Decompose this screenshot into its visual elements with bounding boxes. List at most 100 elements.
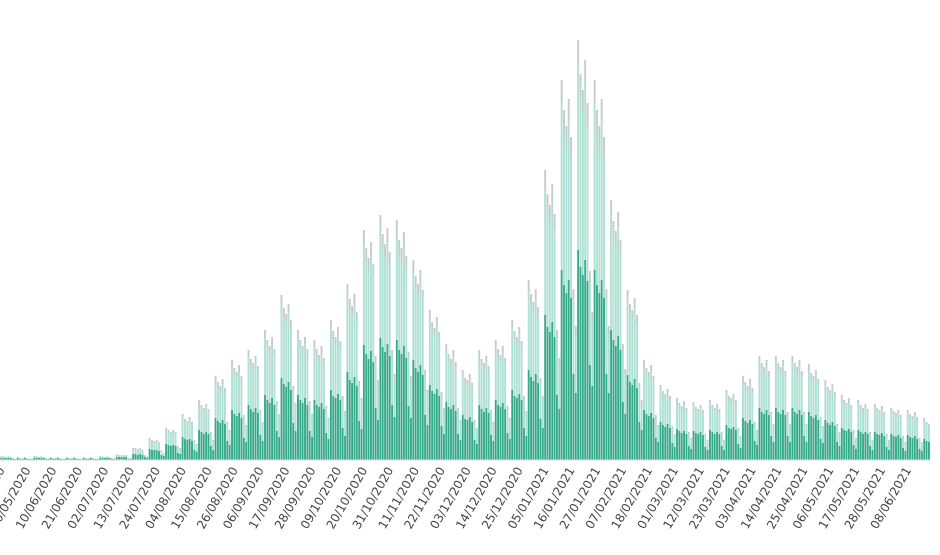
bar-segment <box>466 380 469 385</box>
bar-segment <box>490 410 492 413</box>
bar-segment <box>351 306 354 315</box>
bar-segment <box>683 401 686 405</box>
bar-segment <box>631 385 634 460</box>
bar-segment <box>572 374 575 460</box>
bar-segment <box>751 388 754 392</box>
bar-segment <box>419 281 422 365</box>
bar-segment <box>442 408 445 411</box>
bar-segment <box>873 407 876 432</box>
bar-segment <box>530 294 532 304</box>
bar-segment <box>826 391 829 423</box>
bar-segment <box>287 304 290 313</box>
bar-segment <box>424 375 427 415</box>
bar-segment <box>45 458 47 459</box>
bar-segment <box>588 282 591 365</box>
bar-segment <box>807 364 810 370</box>
bar-segment <box>807 412 810 460</box>
bar-segment <box>725 390 728 394</box>
bar-segment <box>711 405 714 408</box>
bar-segment <box>292 386 295 390</box>
bar-segment <box>725 425 728 460</box>
bar-segment <box>231 410 233 460</box>
bar-segment <box>588 365 591 460</box>
bar-segment <box>136 450 139 455</box>
bar-segment <box>727 400 730 428</box>
bar-segment <box>621 344 624 351</box>
bar-segment <box>800 371 803 376</box>
bar-segment <box>640 430 643 460</box>
bar-segment <box>471 422 474 460</box>
bar-segment <box>560 80 563 103</box>
bar-segment <box>461 370 464 375</box>
bar-segment <box>254 356 257 362</box>
bar-segment <box>544 187 547 315</box>
bar-segment <box>198 430 201 460</box>
bar-segment <box>235 372 238 377</box>
bar-segment <box>525 411 528 414</box>
bar-segment <box>228 430 231 432</box>
bar-segment <box>586 281 589 460</box>
bar-segment <box>751 424 754 460</box>
bar-segment <box>588 271 591 282</box>
bar-segment <box>101 456 104 458</box>
bar-segment <box>650 371 653 413</box>
bar-segment <box>162 453 165 456</box>
bar-segment <box>904 442 907 443</box>
bar-segment <box>600 280 603 460</box>
bar-segment <box>697 434 700 460</box>
bar-segment <box>774 408 777 460</box>
bar-segment <box>732 398 735 427</box>
bar-segment <box>873 432 876 460</box>
bar-segment <box>793 369 796 412</box>
bar-segment <box>850 405 853 408</box>
bar-segment <box>384 257 387 352</box>
bar-segment <box>814 375 817 415</box>
bar-segment <box>701 410 704 413</box>
bar-segment <box>727 428 730 460</box>
bar-segment <box>497 405 500 460</box>
bar-segment <box>362 230 365 244</box>
bar-segment <box>417 295 419 372</box>
bar-segment <box>414 287 417 368</box>
bar-segment <box>118 457 120 460</box>
bar-segment <box>238 371 241 413</box>
bar-segment <box>885 447 888 460</box>
bar-segment <box>504 409 507 460</box>
bar-segment <box>478 350 481 357</box>
bar-segment <box>365 354 368 460</box>
bar-segment <box>831 384 834 389</box>
bar-segment <box>906 413 909 435</box>
bar-segment <box>9 458 12 460</box>
bar-segment <box>21 458 24 459</box>
bar-segment <box>537 307 540 316</box>
bar-segment <box>920 442 923 443</box>
bar-segment <box>690 449 693 460</box>
bar-segment <box>259 410 262 413</box>
bar-segment <box>744 387 747 421</box>
bar-segment <box>659 389 662 422</box>
bar-segment <box>596 131 598 285</box>
bar-segment <box>367 270 370 359</box>
bar-segment <box>791 408 794 460</box>
bar-segment <box>362 345 365 460</box>
bar-segment <box>153 450 156 460</box>
bar-segment <box>337 327 339 335</box>
bar-segment <box>626 290 629 300</box>
bar-segment <box>636 315 638 324</box>
bar-segment <box>179 454 182 460</box>
bar-segment <box>560 270 563 460</box>
bar-segment <box>221 384 224 420</box>
bar-segment <box>843 400 846 404</box>
bar-segment <box>87 458 90 459</box>
bar-segment <box>198 404 201 430</box>
bar-segment <box>624 414 627 460</box>
bar-segment <box>103 457 106 458</box>
bar-segment <box>532 302 535 311</box>
bar-segment <box>2 456 5 458</box>
bar-segment <box>897 413 900 435</box>
bar-segment <box>607 393 610 460</box>
bar-segment <box>412 272 415 360</box>
bar-segment <box>5 458 7 460</box>
bar-segment <box>450 359 452 365</box>
bar-segment <box>240 418 243 460</box>
